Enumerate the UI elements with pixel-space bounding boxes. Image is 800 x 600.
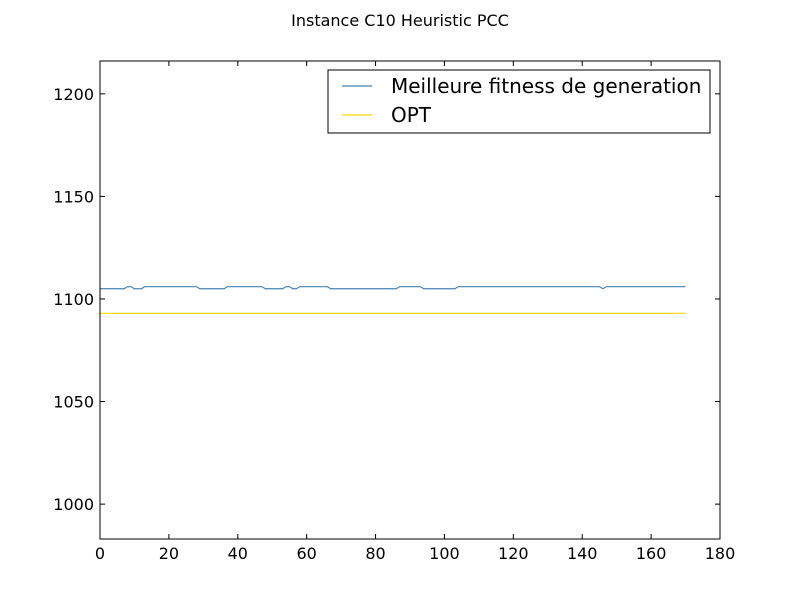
x-tick-label: 40 [228,544,248,563]
plot-area [100,61,720,539]
x-tick-label: 100 [429,544,460,563]
x-tick-label: 180 [705,544,736,563]
x-tick-label: 120 [498,544,529,563]
x-tick-label: 20 [159,544,179,563]
y-tick-label: 1000 [53,495,94,514]
series-layer [100,286,686,314]
x-tick-label: 140 [567,544,598,563]
legend-label-meilleure-fitness: Meilleure fitness de generation [391,74,701,98]
y-tick-label: 1050 [53,393,94,412]
plot-frame [99,60,721,540]
x-tick-label: 160 [636,544,667,563]
axis-ticks: 0 20 40 60 80 100 120 140 160 180 1000 1050 1100 1150… [53,61,735,563]
x-tick-label: 0 [95,544,105,563]
y-tick-label: 1100 [53,290,94,309]
chart-title: Instance C10 Heuristic PCC [291,11,509,30]
legend: Meilleure fitness de generation OPT [327,69,711,134]
x-tick-label: 80 [365,544,385,563]
y-tick-label: 1200 [53,85,94,104]
y-tick-label: 1150 [53,187,94,206]
legend-label-opt: OPT [391,103,432,127]
legend-box [327,69,711,134]
x-tick-label: 60 [296,544,316,563]
series-line-meilleure-fitness [100,286,686,290]
